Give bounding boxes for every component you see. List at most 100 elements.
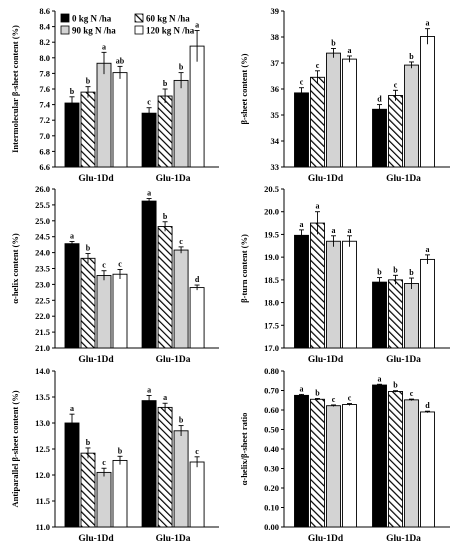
bar: [326, 240, 341, 349]
y-tick-label: 0.60: [264, 405, 279, 415]
significance-letter: b: [70, 87, 75, 96]
significance-letter: a: [300, 384, 304, 393]
category-label: Glu-1Da: [386, 534, 421, 544]
significance-letter: d: [377, 95, 382, 104]
significance-letter: c: [394, 80, 398, 89]
bar: [294, 394, 309, 528]
chart-panel-4: 17.0 17.5 18.0 18.5 19.0 19.5 20.0 20.5 β-turn c…: [239, 184, 450, 365]
y-tick-label: 20.5: [264, 184, 279, 194]
legend-swatch: [134, 13, 144, 23]
y-axis-title: β-sheet content (%): [239, 53, 249, 124]
significance-letter: ab: [116, 56, 125, 65]
y-tick-label: 22.5: [35, 295, 50, 305]
bar: [310, 222, 325, 349]
bar: [189, 45, 205, 168]
legend-label: 0 kg N /ha: [72, 14, 112, 24]
bar: [173, 249, 189, 349]
significance-letter: c: [179, 237, 183, 246]
bar: [141, 200, 157, 349]
category-label: Glu-1Dd: [78, 174, 114, 184]
significance-letter: a: [147, 385, 151, 394]
significance-letter: b: [163, 79, 168, 88]
y-tick-label: 14.0: [35, 366, 50, 376]
category-label: Glu-1Da: [156, 174, 191, 184]
significance-letter: b: [315, 388, 320, 397]
y-tick-label: 0.50: [264, 425, 279, 435]
y-tick-label: 18.0: [264, 298, 279, 308]
y-tick-label: 8.2: [39, 37, 50, 47]
significance-letter: a: [147, 189, 151, 198]
y-tick-label: 34: [271, 136, 280, 146]
legend-swatch: [60, 13, 70, 23]
y-tick-label: 7.2: [39, 115, 50, 125]
significance-letter: c: [300, 78, 304, 87]
bar: [404, 64, 419, 168]
bar: [326, 52, 341, 168]
y-tick-label: 7.0: [39, 131, 50, 141]
y-tick-label: 7.8: [39, 68, 50, 78]
y-tick-label: 33: [271, 162, 280, 172]
significance-letter: a: [102, 42, 106, 51]
y-tick-label: 25.5: [35, 200, 50, 210]
bar: [173, 430, 189, 528]
bar: [157, 406, 173, 528]
bar: [342, 58, 357, 168]
y-tick-label: 21.0: [35, 343, 50, 353]
y-axis-title: α-helix content (%): [10, 233, 20, 304]
bar: [342, 404, 357, 528]
y-tick-label: 0.30: [264, 464, 279, 474]
y-tick-label: 12.5: [35, 444, 50, 454]
y-tick-label: 11.5: [36, 496, 50, 506]
significance-letter: a: [348, 46, 352, 55]
significance-letter: d: [425, 401, 430, 410]
chart-panel-6: 0.00 0.10 0.20 0.30 0.40 0.50 0.60 0.70 0.80 α-he…: [239, 366, 450, 544]
y-tick-label: 24.0: [35, 248, 50, 258]
significance-letter: c: [332, 395, 336, 404]
y-tick-label: 23.5: [35, 264, 50, 274]
y-tick-label: 8.0: [39, 53, 50, 63]
significance-letter: c: [316, 61, 320, 70]
bar: [80, 257, 96, 349]
category-label: Glu-1Da: [386, 174, 421, 184]
y-tick-label: 13.5: [35, 392, 50, 402]
bar: [372, 384, 387, 528]
significance-letter: c: [102, 458, 106, 467]
bar: [80, 91, 96, 168]
bar: [388, 391, 403, 528]
significance-letter: a: [70, 231, 74, 240]
significance-letter: a: [300, 220, 304, 229]
bar: [80, 452, 96, 528]
chart-panel-1: 6.6 6.8 7.0 7.2 7.4 7.6 7.8 8.0 8.2 8.4 8.6 Intermo…: [10, 6, 219, 184]
y-tick-label: 17.5: [264, 320, 279, 330]
significance-letter: a: [332, 226, 336, 235]
legend-label: 120 kg N /ha: [146, 26, 195, 36]
significance-letter: a: [195, 21, 199, 30]
y-tick-label: 0.70: [264, 386, 279, 396]
y-tick-label: 13.0: [35, 418, 50, 428]
y-tick-label: 8.6: [39, 6, 50, 16]
significance-letter: b: [393, 381, 398, 390]
y-tick-label: 37: [271, 58, 280, 68]
y-tick-label: 0.80: [264, 366, 279, 376]
significance-letter: b: [393, 265, 398, 274]
bar: [404, 399, 419, 528]
category-label: Glu-1Dd: [308, 355, 344, 365]
significance-letter: a: [70, 404, 74, 413]
significance-letter: b: [409, 52, 414, 61]
bar: [420, 36, 435, 168]
bar: [141, 112, 157, 168]
significance-letter: d: [195, 275, 200, 284]
y-tick-label: 35: [271, 110, 280, 120]
y-tick-label: 19.0: [264, 252, 279, 262]
y-tick-label: 21.5: [35, 327, 50, 337]
bar: [173, 79, 189, 168]
y-tick-label: 0.00: [264, 522, 279, 532]
chart-panel-3: 21.0 21.5 22.0 22.5 23.0 23.5 24.0 24.5 25.0 25.5…: [10, 184, 219, 365]
significance-letter: a: [378, 374, 382, 383]
y-tick-label: 26.0: [35, 184, 50, 194]
y-tick-label: 17.0: [264, 343, 279, 353]
bar: [96, 471, 112, 528]
y-tick-label: 22.0: [35, 311, 50, 321]
bar: [388, 279, 403, 349]
bar: [64, 243, 80, 349]
